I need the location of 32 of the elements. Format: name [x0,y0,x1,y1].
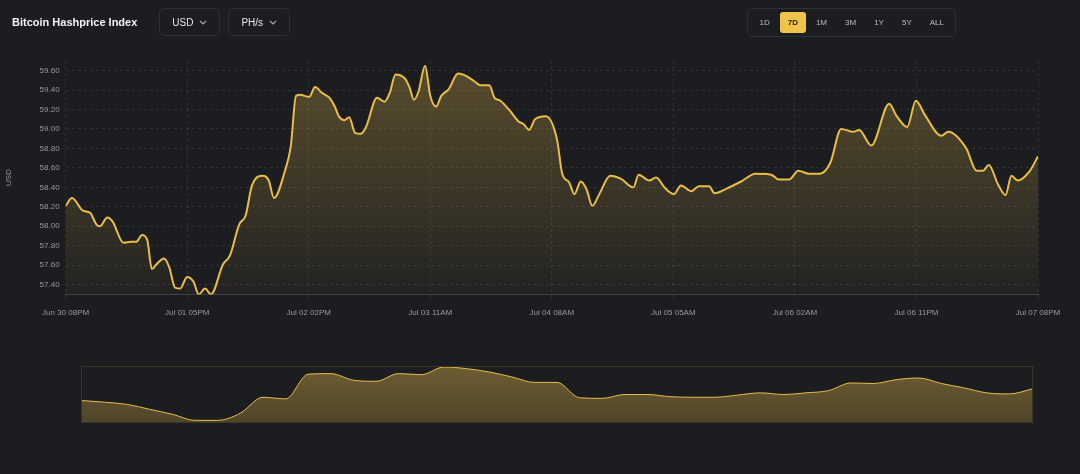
text: ALL [928,16,945,29]
y-tick-label: 58.80 [39,143,61,153]
x-tick-label: Jul 04 08AM [529,308,575,318]
text: 3M [844,16,858,29]
y-tick-label: 59.40 [39,85,61,95]
text: 7D [779,11,806,33]
x-tick-label: Jul 01 05PM [164,308,210,318]
text: 1M [814,16,829,29]
text: PH/s [241,16,264,28]
y-tick-label: 58.40 [39,182,61,192]
y-tick-label: 58.20 [39,202,61,211]
y-tick-label: 57.40 [39,279,61,289]
x-tick-label: Jun 30 08PM [42,308,90,318]
y-tick-label: 58.60 [39,163,61,173]
y-tick-label: 59.20 [39,104,61,114]
text: 1Y [873,16,885,29]
x-tick-label: Jul 06 02AM [772,308,818,318]
y-axis-title: USD [172,16,194,28]
x-tick-label: Jul 05 05AM [651,308,696,318]
y-tick-label: 59.60 [39,65,61,75]
x-tick-label: Jul 02 02PM [286,308,332,318]
x-tick-label: Jul 07 08PM [1015,308,1061,318]
y-tick-label: 57.60 [39,260,61,270]
y-tick-label: 58.00 [39,221,61,231]
text: 5Y [900,16,913,29]
x-tick-label: Jul 06 11PM [894,308,939,318]
x-tick-label: Jul 03 11AM [408,308,453,318]
y-tick-label: 57.80 [39,240,61,250]
text: USD [4,168,13,187]
chart-title: Bitcoin Hashprice Index [12,16,138,28]
text: 1D [758,16,771,29]
y-tick-label: 59.00 [39,124,61,134]
